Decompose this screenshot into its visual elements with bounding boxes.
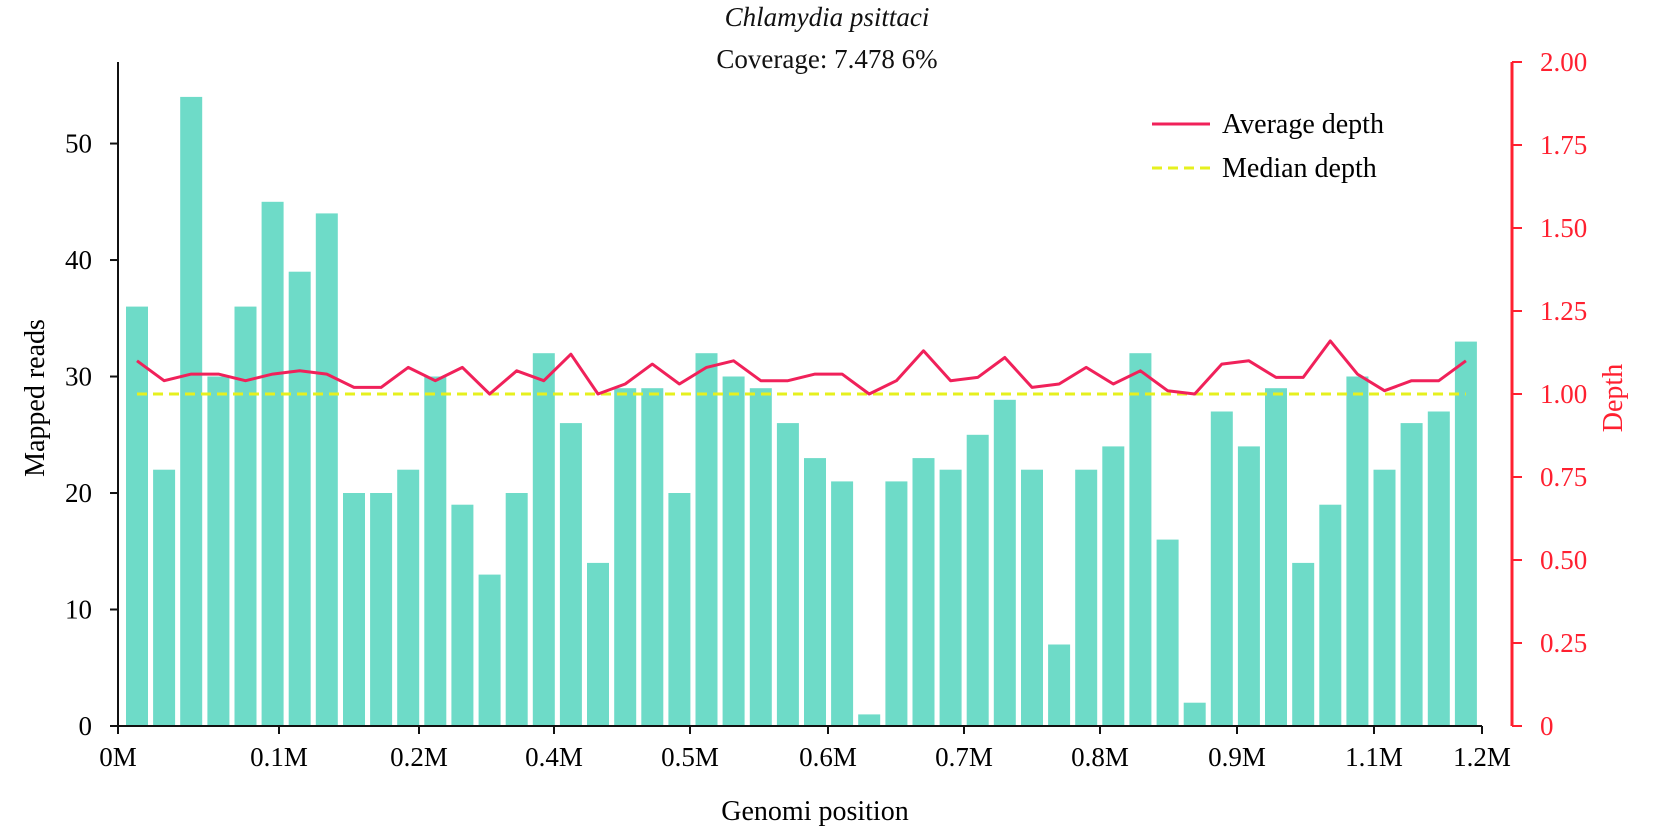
- y2-tick-label: 0: [1540, 711, 1554, 741]
- legend-median-label: Median depth: [1222, 153, 1377, 184]
- bar: [451, 504, 474, 726]
- bar: [315, 213, 338, 726]
- bar: [397, 469, 420, 726]
- line-series: [136, 339, 1467, 396]
- bar: [207, 376, 230, 726]
- y2-tick-label: 2.00: [1540, 47, 1587, 77]
- bar: [1048, 644, 1071, 726]
- y-axis-label: Mapped reads: [20, 319, 51, 477]
- bar: [180, 96, 203, 726]
- y-tick-label: 10: [65, 595, 92, 625]
- average-depth-line: [136, 339, 1467, 396]
- axes: 0 10 20 30 40 50 0 0.25 0.50 0.75 1.00 1.25 1.50 1.75…: [65, 47, 1587, 772]
- bar: [234, 306, 257, 726]
- x-tick-label: 1.1M: [1345, 742, 1403, 772]
- y-tick-label: 30: [65, 362, 92, 392]
- bar: [532, 353, 555, 726]
- bar: [858, 714, 881, 726]
- bar: [1454, 341, 1477, 726]
- bar: [1319, 504, 1342, 726]
- y2-tick-label: 0.50: [1540, 545, 1587, 575]
- bar: [559, 423, 582, 726]
- bar: [614, 388, 637, 726]
- bar: [668, 493, 691, 726]
- bar: [749, 388, 772, 726]
- bar: [1400, 423, 1423, 726]
- bar: [722, 376, 745, 726]
- bar: [153, 469, 176, 726]
- y-tick-label: 0: [79, 711, 93, 741]
- bar: [1265, 388, 1287, 726]
- chart-title: Chlamydia psittaci: [724, 2, 930, 32]
- bar: [1129, 353, 1152, 726]
- x-tick-label: 0.7M: [935, 742, 993, 772]
- bar: [804, 458, 826, 726]
- bar: [288, 271, 311, 726]
- bar: [1427, 411, 1450, 726]
- bar: [885, 481, 908, 726]
- x-tick-label: 0M: [99, 742, 137, 772]
- x-axis-label: Genomi position: [721, 796, 908, 827]
- y2-tick-label: 1.50: [1540, 213, 1587, 243]
- x-tick-label: 0.5M: [661, 742, 719, 772]
- y2-tick-label: 0.25: [1540, 628, 1587, 658]
- bar: [1346, 376, 1369, 726]
- y2-axis-label: Depth: [1598, 364, 1629, 432]
- y-tick-label: 40: [65, 245, 92, 275]
- y2-tick-label: 1.75: [1540, 130, 1587, 160]
- y2-tick-label: 0.75: [1540, 462, 1587, 492]
- bar: [1237, 446, 1260, 726]
- bar: [1292, 562, 1315, 726]
- bar: [641, 388, 664, 726]
- chart-subtitle: Coverage: 7.478 6%: [716, 44, 938, 74]
- x-tick-label: 0.2M: [390, 742, 448, 772]
- bar: [966, 434, 989, 726]
- bar: [1102, 446, 1125, 726]
- bar: [343, 493, 365, 726]
- bar: [370, 493, 393, 726]
- y-tick-label: 50: [65, 129, 92, 159]
- bar: [1156, 539, 1179, 726]
- bar: [1210, 411, 1233, 726]
- bar: [831, 481, 854, 726]
- bar: [1021, 469, 1043, 726]
- bar: [939, 469, 962, 726]
- bar: [261, 201, 284, 727]
- bar: [1373, 469, 1396, 726]
- legend-average-label: Average depth: [1222, 109, 1384, 140]
- y2-tick-label: 1.00: [1540, 379, 1587, 409]
- y2-tick-label: 1.25: [1540, 296, 1587, 326]
- legend: Average depth Median depth: [1152, 109, 1384, 184]
- bar: [587, 562, 609, 726]
- bar: [478, 574, 501, 726]
- bar: [1075, 469, 1098, 726]
- x-tick-label: 0.6M: [799, 742, 857, 772]
- y-tick-label: 20: [65, 478, 92, 508]
- x-tick-label: 0.1M: [250, 742, 308, 772]
- bar: [1183, 702, 1206, 726]
- bar: [126, 306, 148, 726]
- bar: [424, 376, 447, 726]
- bar: [695, 353, 718, 726]
- x-tick-label: 1.2M: [1453, 742, 1511, 772]
- bar: [993, 399, 1016, 726]
- bar: [912, 458, 935, 726]
- bar: [505, 493, 528, 726]
- bar: [776, 423, 799, 726]
- bar-series: [126, 96, 1477, 727]
- x-tick-label: 0.8M: [1071, 742, 1129, 772]
- x-tick-label: 0.4M: [525, 742, 583, 772]
- x-tick-label: 0.9M: [1208, 742, 1266, 772]
